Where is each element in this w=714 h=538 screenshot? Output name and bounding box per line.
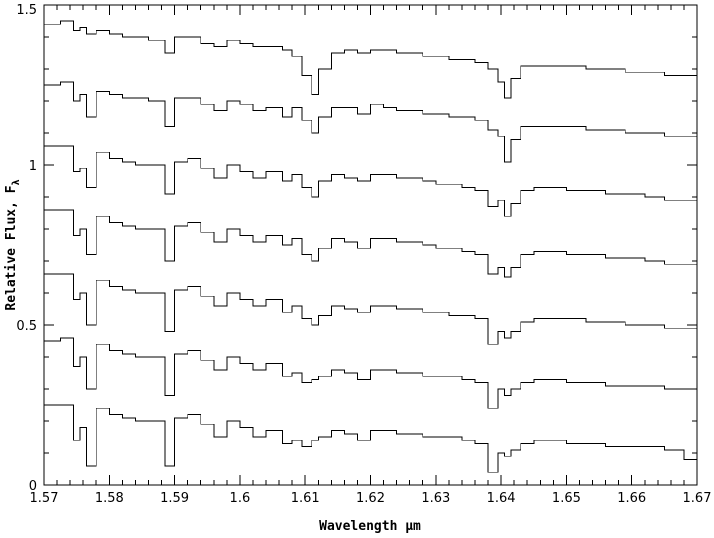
x-tick-label: 1.63 <box>421 491 450 506</box>
y-tick-label: 1.5 <box>16 3 37 18</box>
x-tick-label: 1.61 <box>291 491 320 506</box>
y-axis-label: Relative Flux, Fλ <box>4 179 22 310</box>
y-tick-label: 1 <box>29 159 37 174</box>
x-tick-label: 1.65 <box>552 491 581 506</box>
spectra-series-layer <box>44 20 698 473</box>
spectrum-series-3 <box>44 145 698 217</box>
x-axis-label: Wavelength μm <box>319 519 421 534</box>
spectrum-series-5 <box>44 273 698 345</box>
x-tick-label: 1.6 <box>230 491 251 506</box>
plot-frame <box>43 4 698 486</box>
x-tick-label: 1.66 <box>617 491 646 506</box>
x-tick-label: 1.64 <box>487 491 516 506</box>
y-tick-label: 0.5 <box>16 319 37 334</box>
x-tick-label: 1.59 <box>160 491 189 506</box>
x-tick-label: 1.57 <box>30 491 59 506</box>
spectrum-series-1 <box>44 20 698 99</box>
spectrum-series-2 <box>44 81 698 163</box>
x-tick-label: 1.67 <box>683 491 712 506</box>
y-axis-label-subscript: λ <box>11 179 22 185</box>
x-tick-label: 1.58 <box>95 491 124 506</box>
spectrum-series-4 <box>44 209 698 278</box>
tick-labels: 1.57 1.58 1.59 1.6 1.61 1.62 1.63 1.64 1.65 1.66 1… <box>16 3 711 506</box>
spectrum-series-6 <box>44 337 698 409</box>
y-axis-label-main: Relative Flux, F <box>4 185 19 310</box>
spectrum-series-7 <box>44 404 698 473</box>
x-tick-label: 1.62 <box>356 491 385 506</box>
y-tick-label: 0 <box>29 479 37 494</box>
